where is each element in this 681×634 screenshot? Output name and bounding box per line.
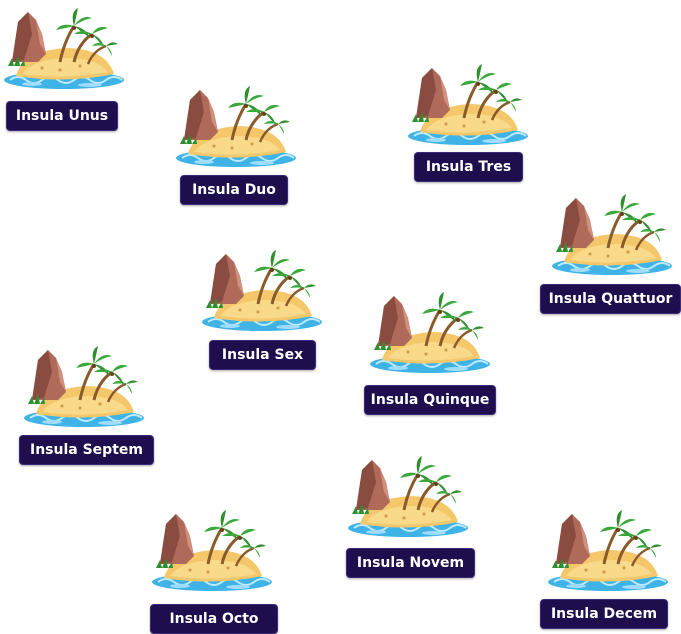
island-label-quattuor[interactable]: Insula Quattuor [540, 284, 681, 314]
island-icon [346, 454, 470, 539]
island-icon [546, 508, 670, 593]
island-label-novem[interactable]: Insula Novem [346, 548, 475, 578]
island-quinque[interactable]: Insula Quinque [362, 286, 496, 416]
island-label-sex[interactable]: Insula Sex [209, 340, 316, 370]
island-tres[interactable]: Insula Tres [404, 58, 536, 182]
island-quattuor[interactable]: Insula Quattuor [538, 188, 681, 314]
island-label-tres[interactable]: Insula Tres [414, 152, 523, 182]
island-label-decem[interactable]: Insula Decem [540, 599, 668, 629]
island-icon [200, 248, 324, 333]
island-icon [550, 192, 674, 277]
island-novem[interactable]: Insula Novem [344, 450, 476, 578]
island-label-quinque[interactable]: Insula Quinque [364, 385, 496, 415]
island-icon [406, 62, 530, 147]
island-label-septem[interactable]: Insula Septem [19, 435, 154, 465]
island-icon [22, 344, 146, 429]
island-icon [150, 508, 274, 593]
island-icon [368, 290, 492, 375]
island-octo[interactable]: Insula Octo [146, 504, 280, 634]
island-icon [174, 84, 298, 169]
island-label-octo[interactable]: Insula Octo [150, 604, 278, 634]
island-label-unus[interactable]: Insula Unus [6, 101, 118, 131]
island-label-duo[interactable]: Insula Duo [180, 175, 288, 205]
island-sex[interactable]: Insula Sex [196, 244, 326, 370]
island-duo[interactable]: Insula Duo [172, 80, 302, 206]
island-septem[interactable]: Insula Septem [16, 338, 156, 466]
island-icon [2, 6, 126, 91]
island-unus[interactable]: Insula Unus [0, 0, 130, 132]
island-decem[interactable]: Insula Decem [538, 504, 670, 632]
